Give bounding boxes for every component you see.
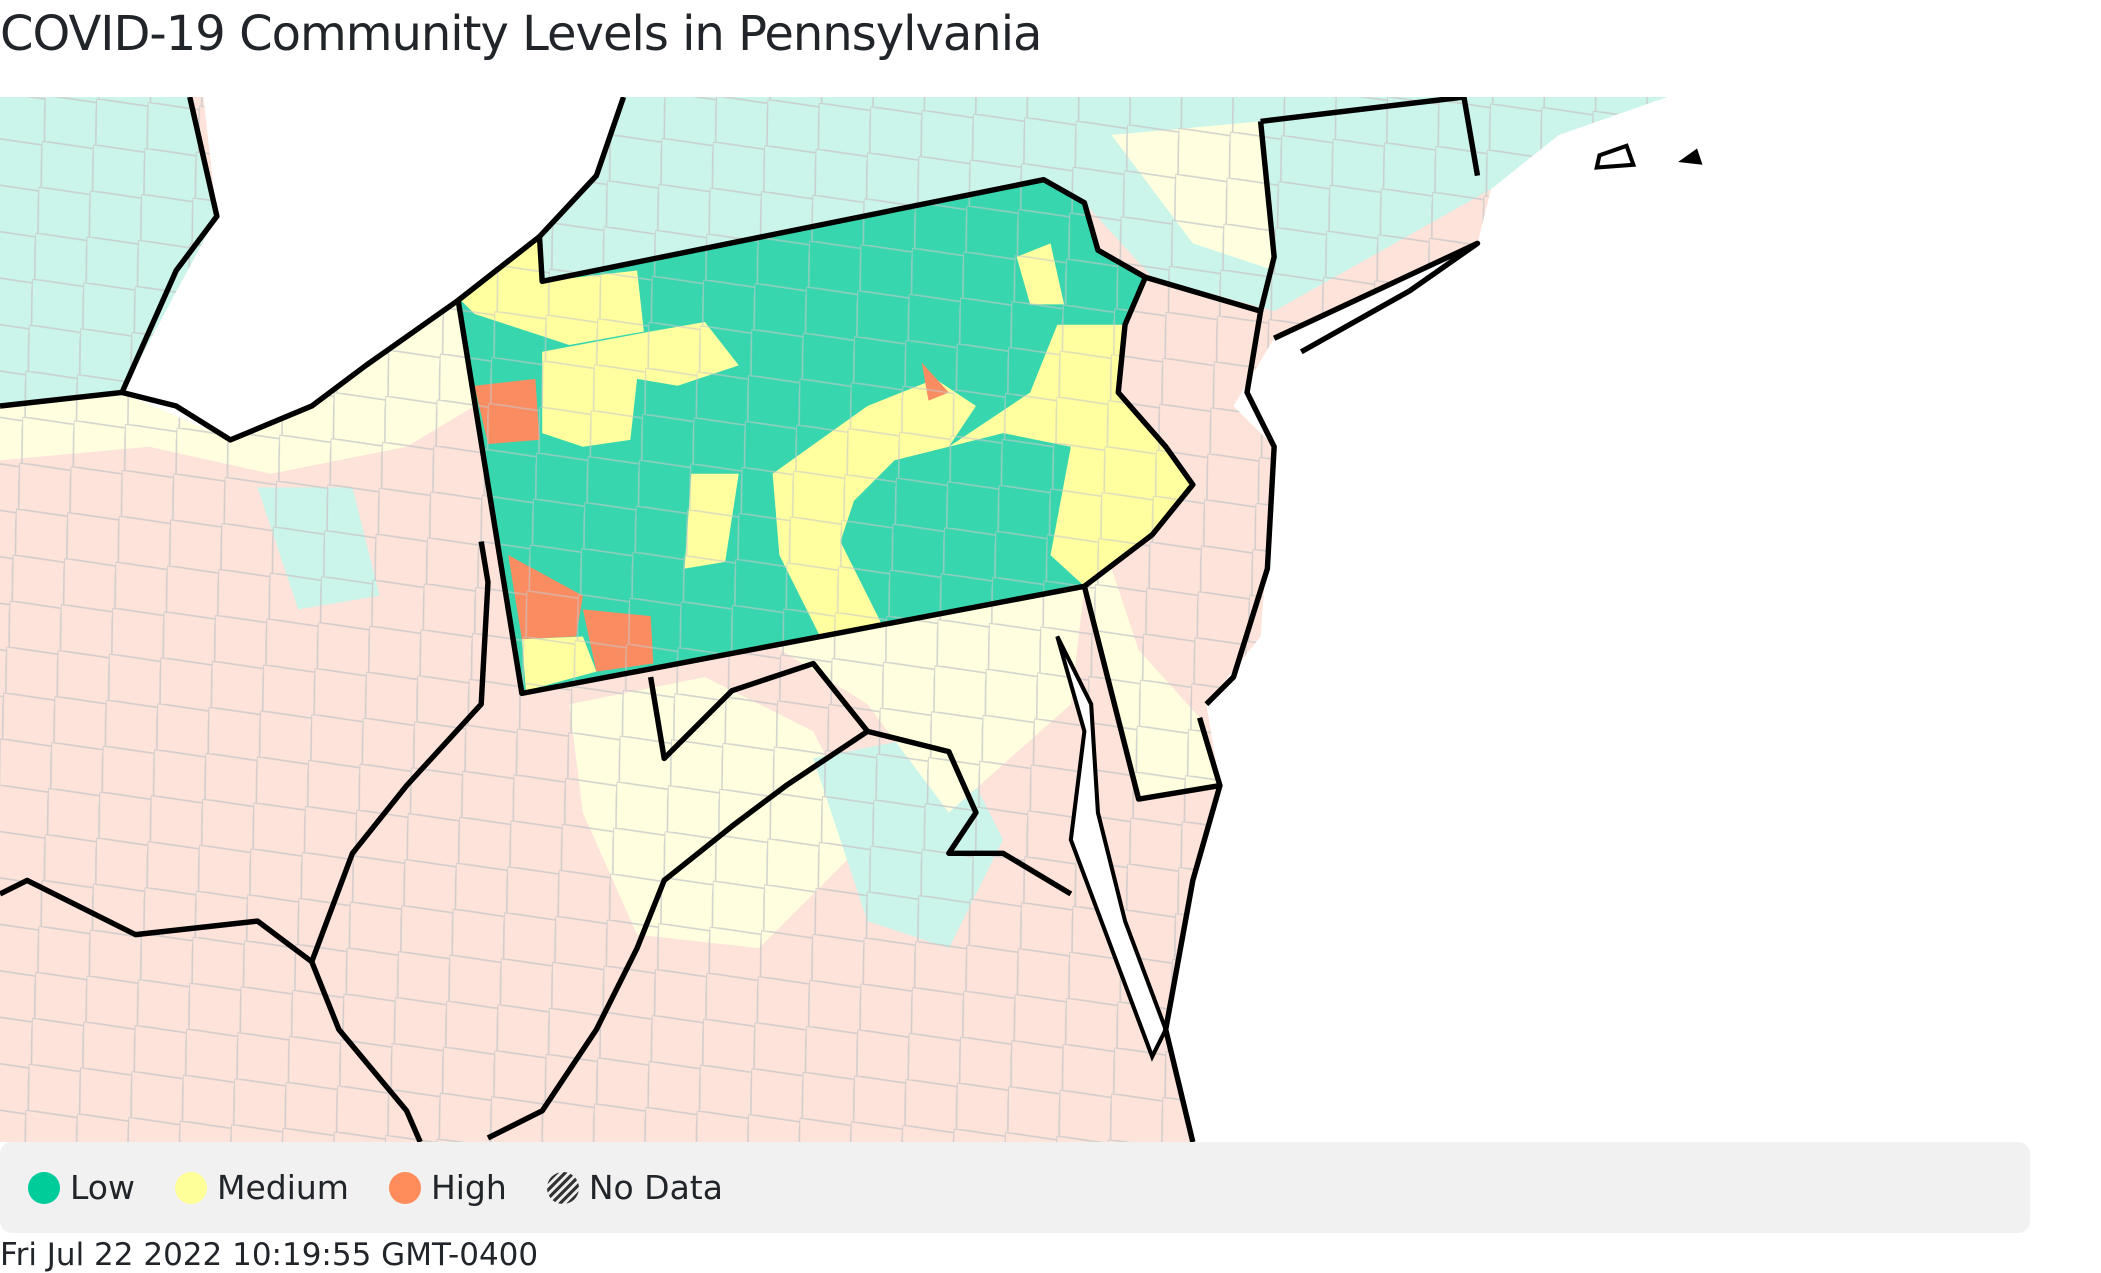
county-map[interactable] [0,97,2101,1142]
nj-coast [1144,274,1277,707]
long-island [1273,240,1481,355]
medium-swatch-icon [175,1171,207,1204]
pennsylvania-border [455,176,1196,697]
legend-label: Medium [217,1168,349,1207]
state-borders [0,97,1481,1142]
canada-border [119,97,220,394]
legend-item-medium[interactable]: Medium [175,1168,349,1207]
new-york-lake-border [537,97,627,239]
chesapeake-bay [1055,635,1168,1062]
legend-label: No Data [588,1168,723,1207]
pa-county-lines [458,179,1193,694]
va-wv-border [486,729,870,1141]
delaware-border [1081,585,1223,802]
hatched-swatch-icon [546,1171,579,1204]
ny-east-border [1260,97,1481,177]
legend-label: Low [70,1168,135,1207]
island [1594,143,1637,170]
timestamp: Fri Jul 22 2022 10:19:55 GMT-0400 [0,1237,539,1273]
west-border-lower [309,960,423,1142]
low-swatch-icon [28,1171,60,1204]
delmarva-coast [1163,784,1223,1142]
md-wv-border [647,660,1073,897]
island-icon [1678,148,1703,165]
ny-vt-border [1257,121,1277,312]
high-swatch-icon [388,1171,421,1204]
page-title: COVID-19 Community Levels in Pennsylvani… [0,6,1042,62]
ohio-pa-wv-border [0,541,491,965]
legend-item-low[interactable]: Low [28,1168,135,1207]
legend-item-high[interactable]: High [388,1168,507,1207]
legend: Low Medium High No Data [0,1142,2030,1233]
atlantic-ocean [1165,97,2101,1142]
lake-erie [121,97,624,440]
legend-label: High [430,1168,507,1207]
legend-item-no-data[interactable]: No Data [546,1168,723,1207]
